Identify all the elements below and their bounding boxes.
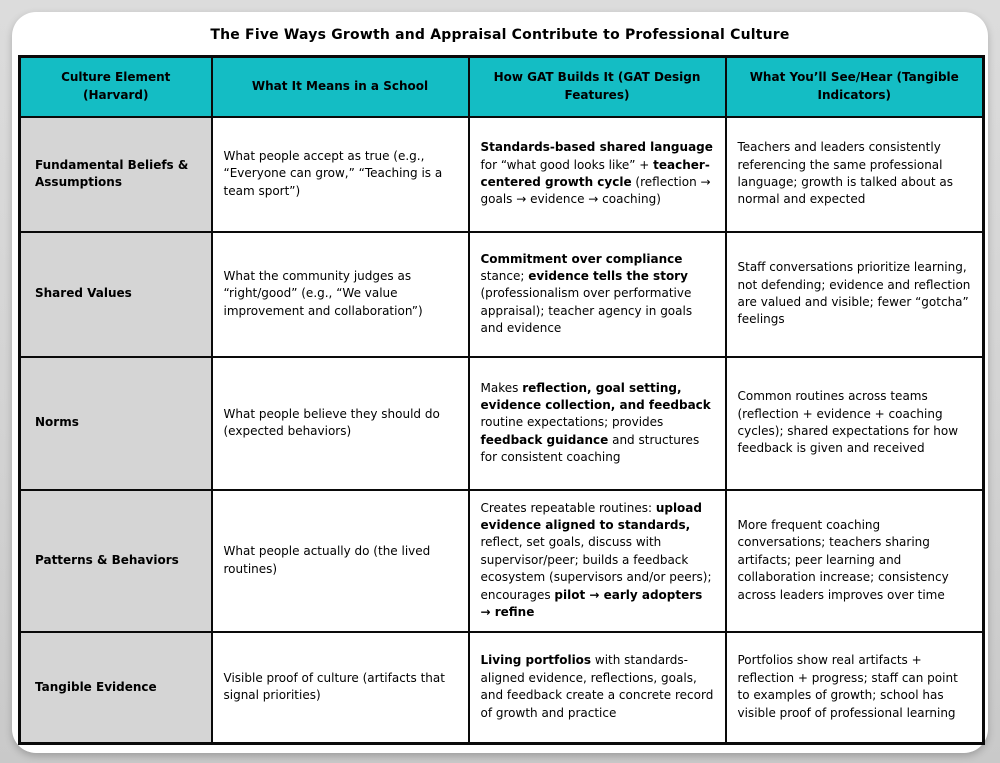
see-cell: Common routines across teams (reflection… — [724, 355, 985, 491]
means-cell: What people actually do (the lived routi… — [210, 488, 470, 633]
row-label-cell: Patterns & Behaviors — [18, 488, 213, 633]
page-title: The Five Ways Growth and Appraisal Contr… — [210, 27, 790, 43]
see-cell: Portfolios show real artifacts + reflect… — [724, 630, 985, 745]
how-cell: Creates repeatable routines: upload evid… — [467, 488, 727, 633]
means-cell: What the community judges as “right/good… — [210, 230, 470, 358]
table-row-tangible-evidence: Tangible Evidence Visible proof of cultu… — [18, 630, 985, 745]
table-row-norms: Norms What people believe they should do… — [18, 355, 985, 491]
header-row: Culture Element (Harvard) What It Means … — [18, 55, 985, 118]
header-how-gat-builds: How GAT Builds It (GAT Design Features) — [467, 55, 727, 118]
row-label-cell: Shared Values — [18, 230, 213, 358]
see-cell: Teachers and leaders consistently refere… — [724, 115, 985, 233]
how-cell: Living portfolios with standards-aligned… — [467, 630, 727, 745]
how-cell: Commitment over compliance stance; evide… — [467, 230, 727, 358]
row-label-cell: Fundamental Beliefs & Assumptions — [18, 115, 213, 233]
how-cell: Makes reflection, goal setting, evidence… — [467, 355, 727, 491]
header-what-it-means: What It Means in a School — [210, 55, 470, 118]
table-row-patterns-behaviors: Patterns & Behaviors What people actuall… — [18, 488, 985, 633]
table-row-shared-values: Shared Values What the community judges … — [18, 230, 985, 358]
row-label-cell: Tangible Evidence — [18, 630, 213, 745]
means-cell: What people accept as true (e.g., “Every… — [210, 115, 470, 233]
table-row-fundamental-beliefs: Fundamental Beliefs & Assumptions What p… — [18, 115, 985, 233]
see-cell: Staff conversations prioritize learning,… — [724, 230, 985, 358]
header-what-youll-see: What You’ll See/Hear (Tangible Indicator… — [724, 55, 985, 118]
means-cell: Visible proof of culture (artifacts that… — [210, 630, 470, 745]
content-card: The Five Ways Growth and Appraisal Contr… — [12, 12, 988, 753]
header-culture-element: Culture Element (Harvard) — [18, 55, 213, 118]
culture-table: Culture Element (Harvard) What It Means … — [18, 55, 985, 745]
row-label-cell: Norms — [18, 355, 213, 491]
how-cell: Standards-based shared language for “wha… — [467, 115, 727, 233]
means-cell: What people believe they should do (expe… — [210, 355, 470, 491]
see-cell: More frequent coaching conversations; te… — [724, 488, 985, 633]
